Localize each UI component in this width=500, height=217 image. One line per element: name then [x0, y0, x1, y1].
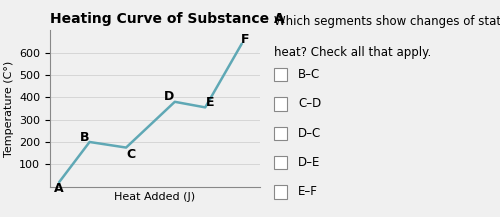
Y-axis label: Temperature (C°): Temperature (C°) [4, 60, 14, 157]
Bar [274, 127, 287, 140]
Text: heat? Check all that apply.: heat? Check all that apply. [274, 46, 432, 59]
Text: E: E [206, 96, 214, 109]
Bar [274, 156, 287, 169]
Text: C: C [126, 148, 135, 161]
Text: D–C: D–C [298, 127, 321, 140]
Text: Heating Curve of Substance A: Heating Curve of Substance A [50, 12, 285, 26]
Bar [274, 68, 287, 81]
Bar [274, 97, 287, 111]
Text: Which segments show changes of state that: Which segments show changes of state tha… [274, 15, 500, 28]
Text: F: F [241, 33, 250, 46]
Text: A: A [54, 182, 64, 195]
X-axis label: Heat Added (J): Heat Added (J) [114, 192, 196, 202]
Text: D: D [164, 90, 174, 103]
Text: D–E: D–E [298, 156, 320, 169]
Text: C–D: C–D [298, 97, 321, 110]
Text: B: B [80, 131, 90, 144]
Text: B–C: B–C [298, 68, 320, 81]
Bar [274, 185, 287, 199]
Text: E–F: E–F [298, 185, 318, 198]
